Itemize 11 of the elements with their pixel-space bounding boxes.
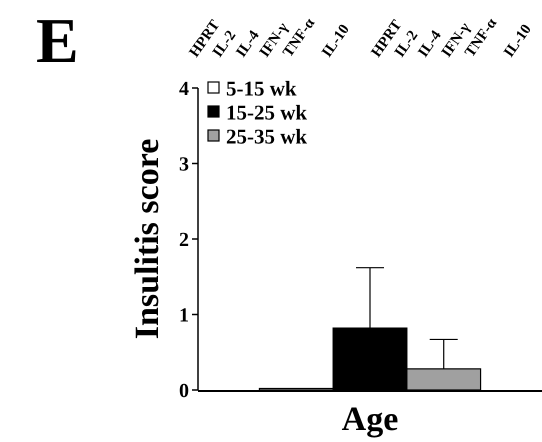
y-tick-label: 3 [179, 154, 189, 176]
legend-label: 25-35 wk [226, 124, 308, 148]
legend-label: 5-15 wk [226, 76, 297, 100]
x-axis-title: Age [342, 401, 398, 438]
y-axis-title: Insulitis score [129, 138, 166, 340]
legend-label: 15-25 wk [226, 100, 308, 124]
y-tick-label: 1 [179, 304, 189, 326]
y-tick-label: 4 [179, 78, 189, 100]
y-tick-label: 2 [179, 229, 189, 251]
text: E [36, 5, 79, 76]
y-tick-label: 0 [179, 380, 189, 402]
